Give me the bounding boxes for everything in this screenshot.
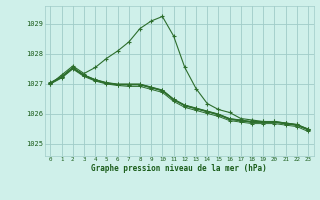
X-axis label: Graphe pression niveau de la mer (hPa): Graphe pression niveau de la mer (hPa) (91, 164, 267, 173)
